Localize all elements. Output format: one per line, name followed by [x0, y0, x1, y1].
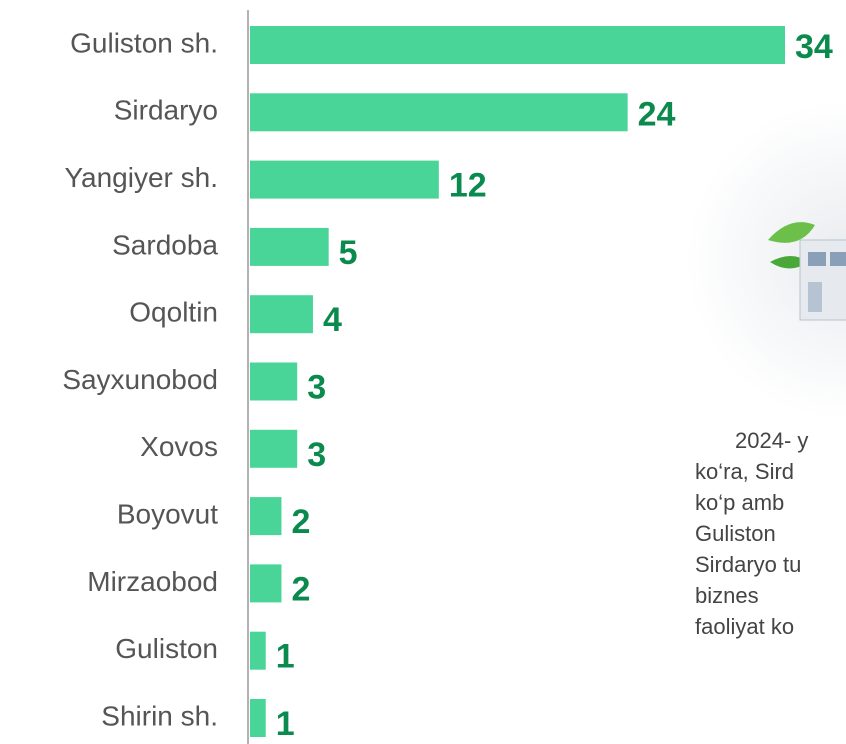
note-text: 2024- y	[735, 428, 808, 453]
value-label: 1	[276, 638, 295, 676]
bar	[250, 564, 282, 603]
bar	[250, 295, 313, 334]
category-label: Guliston	[115, 633, 218, 664]
value-label: 34	[795, 28, 833, 66]
category-label: Guliston sh.	[70, 27, 218, 58]
category-label: Shirin sh.	[101, 700, 218, 731]
category-label: Sirdaryo	[114, 95, 218, 126]
bar	[250, 26, 785, 64]
bar	[250, 160, 439, 199]
note-text: ko‘p amb	[695, 490, 784, 515]
bar	[250, 429, 298, 468]
note-text: ko‘ra, Sird	[695, 459, 794, 484]
note-text: Sirdaryo tu	[695, 552, 801, 577]
category-label: Boyovut	[117, 498, 218, 529]
value-label: 2	[291, 503, 310, 541]
value-label: 4	[323, 301, 342, 339]
value-label: 3	[307, 436, 326, 474]
bar	[250, 93, 628, 132]
value-label: 2	[291, 570, 310, 608]
note-text: faoliyat ko	[695, 614, 794, 639]
category-label: Mirzaobod	[87, 566, 218, 597]
value-label: 5	[339, 234, 358, 272]
note-text: Guliston	[695, 521, 776, 546]
bar	[250, 362, 298, 401]
value-label: 1	[276, 705, 295, 743]
category-label: Oqoltin	[129, 297, 218, 328]
bar	[250, 497, 282, 536]
category-label: Yangiyer sh.	[64, 162, 218, 193]
bar	[250, 227, 329, 266]
note-text: biznes	[695, 583, 759, 608]
value-label: 12	[449, 167, 487, 205]
category-label: Sayxunobod	[62, 364, 218, 395]
decoration	[686, 100, 846, 420]
category-label: Xovos	[140, 431, 218, 462]
bar	[250, 699, 266, 737]
value-label: 3	[307, 368, 326, 406]
value-label: 24	[638, 95, 676, 133]
bar	[250, 631, 266, 670]
category-label: Sardoba	[112, 229, 218, 260]
